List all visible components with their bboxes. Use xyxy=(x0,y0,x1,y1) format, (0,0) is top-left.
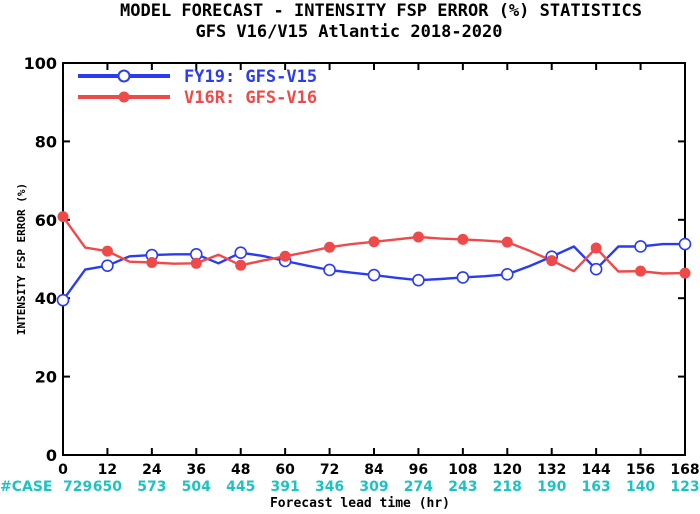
data-point-v16 xyxy=(412,231,424,243)
case-count: 650 xyxy=(93,479,122,495)
case-count: 309 xyxy=(359,479,388,495)
data-point-v16 xyxy=(235,259,247,271)
y-tick-label: 80 xyxy=(35,132,57,151)
data-point-v16 xyxy=(101,245,113,257)
x-tick-label: 168 xyxy=(670,462,699,478)
x-axis-label: Forecast lead time (hr) xyxy=(270,496,450,511)
legend-marker-v15 xyxy=(117,69,131,83)
data-point-v16 xyxy=(190,257,202,269)
x-tick-label: 96 xyxy=(409,462,428,478)
case-count: 729 xyxy=(63,479,92,495)
data-point-v15 xyxy=(234,246,248,260)
case-counts: 729 650 573 504 445 391 346 309 274 243 218 190 163 1… xyxy=(63,479,700,495)
legend-marker-v16 xyxy=(118,91,130,103)
data-point-v15 xyxy=(412,273,425,287)
data-point-v16 xyxy=(324,241,336,253)
chart-subtitle: GFS V16/V15 Atlantic 2018-2020 xyxy=(195,22,502,42)
y-axis-label: INTENSITY FSP ERROR (%) xyxy=(15,183,28,335)
case-count: 190 xyxy=(537,479,566,495)
x-tick-label: 144 xyxy=(582,462,611,478)
x-tick-label: 48 xyxy=(231,462,250,478)
data-point-v16 xyxy=(368,236,380,248)
y-tick-label: 20 xyxy=(35,368,57,387)
case-count: 573 xyxy=(137,479,166,495)
data-point-v15 xyxy=(500,267,514,281)
case-count: 391 xyxy=(271,479,300,495)
x-tick-label: 12 xyxy=(98,462,117,478)
data-point-v16 xyxy=(57,211,69,223)
y-tick-label: 0 xyxy=(46,446,57,465)
y-tick-label: 100 xyxy=(24,54,57,73)
data-point-v16 xyxy=(590,242,602,254)
data-point-v16 xyxy=(457,233,469,245)
data-point-v15 xyxy=(56,293,70,307)
case-label: #CASE xyxy=(0,479,53,495)
case-count: 346 xyxy=(315,479,344,495)
case-count: 163 xyxy=(582,479,611,495)
legend-label-v16: V16R: GFS-V16 xyxy=(184,88,317,108)
data-point-v15 xyxy=(456,271,470,284)
x-tick-label: 84 xyxy=(364,462,384,478)
x-axis-ticks: 0 12 24 36 48 60 72 84 96 108 120 132 144 156 168 xyxy=(58,63,700,478)
x-tick-label: 132 xyxy=(537,462,566,478)
y-tick-label: 60 xyxy=(35,211,57,230)
x-tick-label: 60 xyxy=(275,462,295,478)
case-count: 445 xyxy=(226,479,255,495)
case-count: 123 xyxy=(670,479,699,495)
legend: FY19: GFS-V15 V16R: GFS-V16 xyxy=(78,67,317,108)
x-tick-label: 0 xyxy=(58,462,68,478)
x-tick-label: 36 xyxy=(187,462,206,478)
data-point-v15 xyxy=(678,237,692,251)
x-tick-label: 72 xyxy=(320,462,339,478)
series-group xyxy=(56,211,692,307)
case-count: 140 xyxy=(626,479,655,495)
data-point-v16 xyxy=(635,265,647,277)
x-tick-label: 156 xyxy=(626,462,655,478)
data-point-v16 xyxy=(501,236,513,248)
case-count: 218 xyxy=(493,479,522,495)
data-point-v16 xyxy=(279,250,291,262)
legend-label-v15: FY19: GFS-V15 xyxy=(184,67,317,87)
data-point-v15 xyxy=(634,240,647,253)
y-tick-label: 40 xyxy=(35,289,57,308)
case-count: 274 xyxy=(404,479,433,495)
data-point-v15 xyxy=(367,268,381,282)
x-tick-label: 120 xyxy=(493,462,522,478)
case-count: 243 xyxy=(448,479,477,495)
data-point-v15 xyxy=(101,259,114,272)
data-point-v15 xyxy=(589,262,603,276)
data-point-v16 xyxy=(146,257,158,269)
data-point-v16 xyxy=(679,267,691,279)
case-count: 504 xyxy=(182,479,211,495)
x-tick-label: 24 xyxy=(142,462,162,478)
data-point-v16 xyxy=(546,255,558,267)
chart-title: MODEL FORECAST - INTENSITY FSP ERROR (%)… xyxy=(120,1,642,21)
data-point-v15 xyxy=(323,263,336,277)
x-tick-label: 108 xyxy=(448,462,477,478)
